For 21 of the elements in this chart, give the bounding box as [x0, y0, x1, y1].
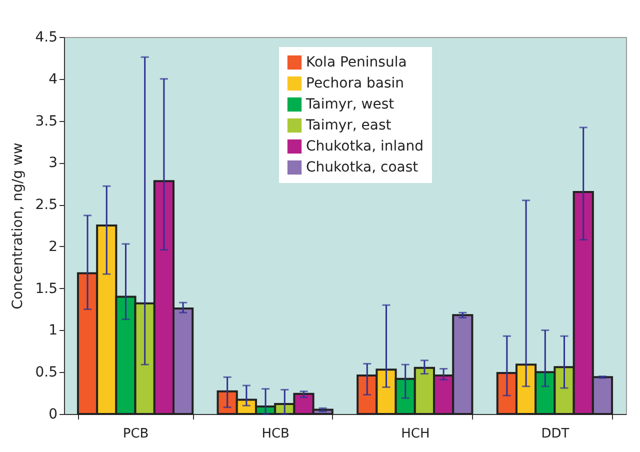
x-tick-label: HCB [262, 426, 290, 442]
y-axis-title: Concentration, ng/g ww [10, 142, 26, 310]
x-tick-label: HCH [401, 426, 430, 442]
y-tick-label: 0.5 [35, 364, 58, 381]
y-tick-label: 3 [48, 155, 58, 172]
legend-label: Kola Peninsula [306, 54, 407, 70]
y-tick-label: 1.5 [35, 280, 58, 297]
y-tick-label: 3.5 [35, 113, 58, 130]
y-tick-label: 1 [48, 322, 58, 339]
legend-label: Taimyr, east [305, 118, 392, 134]
y-tick-label: 4 [48, 71, 58, 88]
y-tick-label: 0 [48, 406, 58, 422]
y-tick-label: 4.5 [35, 30, 58, 46]
legend-label: Taimyr, west [305, 96, 395, 112]
legend-label: Chukotka, coast [306, 160, 419, 176]
legend-label: Chukotka, inland [306, 138, 424, 154]
x-tick-label: DDT [541, 426, 570, 442]
y-tick-label: 2.5 [35, 197, 58, 214]
legend-label: Pechora basin [306, 76, 404, 92]
x-tick-label: PCB [122, 426, 149, 442]
y-tick-label: 2 [48, 238, 58, 255]
